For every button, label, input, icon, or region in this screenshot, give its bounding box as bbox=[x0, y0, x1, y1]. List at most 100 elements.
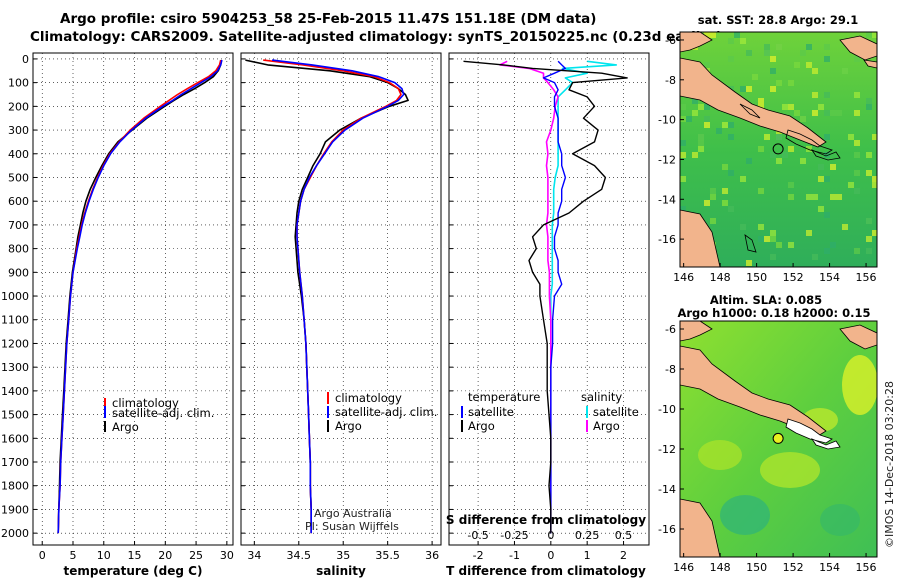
lon-tick-label: 156 bbox=[856, 561, 877, 574]
map-bottom-axes: -6 -8 -10 -12 -14 -16 146 148 150 152 154 156 bbox=[658, 323, 877, 574]
difference-x-axes: -2 -1 0 1 2 -0.5 -0.25 0 0.25 0.5 bbox=[467, 529, 632, 562]
difference-legend: temperature salinity satellite Argo sate… bbox=[461, 390, 639, 433]
salinity-grid bbox=[241, 53, 441, 545]
series-satellite-salinity-diff bbox=[549, 60, 618, 534]
land-australia-top bbox=[680, 209, 721, 267]
footer-timestamp: ©IMOS 14-Dec-2018 03:20:28 bbox=[883, 381, 896, 548]
map-top-image bbox=[680, 32, 877, 267]
depth-tick-label: 1500 bbox=[1, 409, 29, 422]
map-top-frame bbox=[679, 31, 878, 268]
argo-position-marker-top bbox=[772, 143, 784, 155]
depth-tick-label: 1400 bbox=[1, 385, 29, 398]
lon-tick-label: 148 bbox=[710, 271, 731, 284]
salinity-x-axis: 34 34.5 35 35.5 36 bbox=[247, 549, 439, 562]
chart-title-line1: Argo profile: csiro 5904253_58 25-Feb-20… bbox=[60, 11, 597, 27]
difference-xlabel: T difference from climatology bbox=[446, 564, 646, 578]
land-new-guinea-top bbox=[680, 57, 827, 148]
temperature-panel-frame bbox=[32, 52, 234, 546]
temperature-xlabel: temperature (deg C) bbox=[64, 564, 203, 578]
difference-xlabel-top: S difference from climatology bbox=[446, 513, 646, 527]
x-tick-label-s: 0.25 bbox=[575, 529, 600, 542]
lat-tick-label: -12 bbox=[658, 443, 676, 456]
difference-series bbox=[463, 60, 628, 534]
depth-tick-label: 1000 bbox=[1, 290, 29, 303]
lat-tick-label: -16 bbox=[658, 233, 676, 246]
map-bottom-label2: Argo h1000: 0.18 h2000: 0.15 bbox=[677, 306, 870, 320]
x-tick-label-s: 0 bbox=[547, 529, 554, 542]
depth-tick-label: 1600 bbox=[1, 432, 29, 445]
temperature-series bbox=[57, 59, 223, 534]
legend-label-t-satellite: satellite bbox=[468, 405, 514, 419]
x-tick-label-s: -0.25 bbox=[500, 529, 528, 542]
legend-label-argo: Argo bbox=[112, 420, 139, 434]
lon-tick-label: 150 bbox=[746, 271, 767, 284]
depth-tick-label: 1200 bbox=[1, 337, 29, 350]
credit-line1: Argo Australia bbox=[314, 507, 392, 520]
lat-tick-label: -16 bbox=[658, 523, 676, 536]
depth-tick-label: 800 bbox=[8, 243, 29, 256]
x-tick-label: -2 bbox=[473, 549, 484, 562]
argo-position-marker-bottom bbox=[772, 432, 784, 444]
x-tick-label: 34.5 bbox=[287, 549, 312, 562]
lat-tick-label: -10 bbox=[658, 403, 676, 416]
legend-label-s-argo: Argo bbox=[593, 419, 620, 433]
lon-tick-label: 154 bbox=[819, 561, 840, 574]
temperature-x-axis: 0 5 10 15 20 25 30 bbox=[39, 549, 234, 562]
lon-tick-label: 156 bbox=[856, 271, 877, 284]
depth-tick-label: 200 bbox=[8, 100, 29, 113]
lat-tick-label: -12 bbox=[658, 153, 676, 166]
depth-tick-label: 900 bbox=[8, 266, 29, 279]
lon-tick-label: 152 bbox=[783, 561, 804, 574]
series-climatology-temperature bbox=[57, 59, 222, 534]
lon-tick-label: 152 bbox=[783, 271, 804, 284]
depth-tick-label: 1900 bbox=[1, 503, 29, 516]
lat-tick-label: -14 bbox=[658, 483, 676, 496]
x-tick-label: 35 bbox=[336, 549, 350, 562]
x-tick-label: 25 bbox=[189, 549, 203, 562]
x-tick-label: -1 bbox=[509, 549, 520, 562]
legend-label-satellite: satellite-adj. clim. bbox=[335, 405, 437, 419]
x-tick-label: 36 bbox=[425, 549, 439, 562]
lat-tick-label: -6 bbox=[665, 323, 676, 336]
depth-tick-label: 600 bbox=[8, 195, 29, 208]
lat-tick-label: -8 bbox=[665, 74, 676, 87]
series-climatology-salinity bbox=[263, 59, 402, 534]
lat-tick-label: -8 bbox=[665, 363, 676, 376]
legend-label-t-argo: Argo bbox=[468, 419, 495, 433]
depth-tick-label: 1100 bbox=[1, 314, 29, 327]
land-new-guinea-bottom bbox=[680, 345, 827, 437]
x-tick-label: 30 bbox=[220, 549, 234, 562]
legend-title-salinity: salinity bbox=[581, 390, 622, 404]
depth-tick-label: 1800 bbox=[1, 480, 29, 493]
lon-tick-label: 146 bbox=[673, 271, 694, 284]
legend-label-argo: Argo bbox=[335, 419, 362, 433]
x-tick-label: 1 bbox=[584, 549, 591, 562]
depth-tick-label: 1700 bbox=[1, 456, 29, 469]
salinity-series bbox=[245, 59, 409, 534]
x-tick-label: 2 bbox=[620, 549, 627, 562]
map-bottom-label1: Altim. SLA: 0.085 bbox=[710, 293, 822, 307]
lat-tick-label: -14 bbox=[658, 193, 676, 206]
legend-label-s-satellite: satellite bbox=[593, 405, 639, 419]
x-tick-label: 0 bbox=[39, 549, 46, 562]
x-tick-label: 15 bbox=[128, 549, 142, 562]
depth-axis: 0 100 200 300 400 500 600 700 800 900 1000 1100 1200… bbox=[1, 53, 29, 540]
legend-title-temperature: temperature bbox=[468, 390, 540, 404]
depth-tick-label: 400 bbox=[8, 148, 29, 161]
x-tick-label: 20 bbox=[158, 549, 172, 562]
depth-tick-label: 500 bbox=[8, 171, 29, 184]
map-bottom-image bbox=[680, 321, 877, 557]
legend-label-climatology: climatology bbox=[112, 396, 179, 410]
legend-label-climatology: climatology bbox=[335, 391, 402, 405]
series-argo-salinity-diff bbox=[499, 60, 559, 534]
x-tick-label-s: 0.5 bbox=[615, 529, 633, 542]
lon-tick-label: 154 bbox=[819, 271, 840, 284]
difference-panel-frame bbox=[448, 52, 650, 546]
series-argo-temperature-diff bbox=[463, 60, 628, 534]
x-tick-label: 0 bbox=[547, 549, 554, 562]
series-argo-temperature bbox=[57, 60, 223, 534]
lon-tick-label: 148 bbox=[710, 561, 731, 574]
x-tick-label: 10 bbox=[97, 549, 111, 562]
x-tick-label-s: -0.5 bbox=[467, 529, 488, 542]
